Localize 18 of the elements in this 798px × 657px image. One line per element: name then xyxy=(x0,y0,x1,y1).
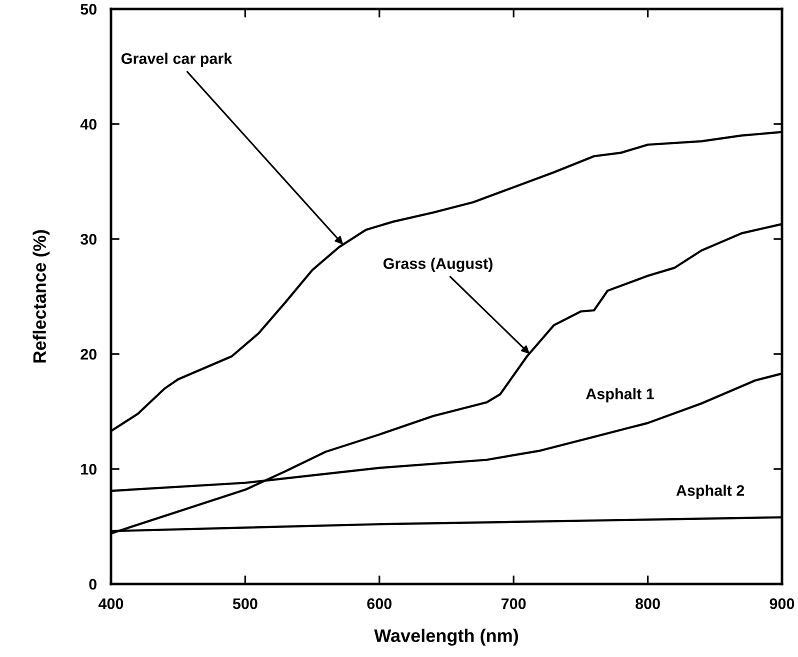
y-tick-label: 10 xyxy=(81,464,96,475)
y-axis-title: Reflectance (%) xyxy=(32,230,50,363)
y-tick-label: 30 xyxy=(80,234,96,245)
x-tick-label: 800 xyxy=(636,598,660,610)
x-axis-title: Wavelength (nm) xyxy=(374,628,518,646)
y-tick-label: 20 xyxy=(80,348,96,360)
annotation: Grass (August) xyxy=(383,258,492,272)
series-label: Asphalt 1 xyxy=(586,388,654,402)
x-tick-label: 600 xyxy=(367,598,392,610)
x-tick-label: 900 xyxy=(770,598,794,610)
y-tick-label: 0 xyxy=(89,578,96,590)
x-tick-label: 500 xyxy=(232,598,258,610)
x-tick-label: 400 xyxy=(98,598,124,610)
series-label: Asphalt 2 xyxy=(676,484,744,499)
y-tick-label: 40 xyxy=(80,118,96,130)
y-tick-label: 50 xyxy=(80,4,96,15)
annotation: Gravel car park xyxy=(122,52,232,67)
x-tick-label: 700 xyxy=(502,598,526,610)
